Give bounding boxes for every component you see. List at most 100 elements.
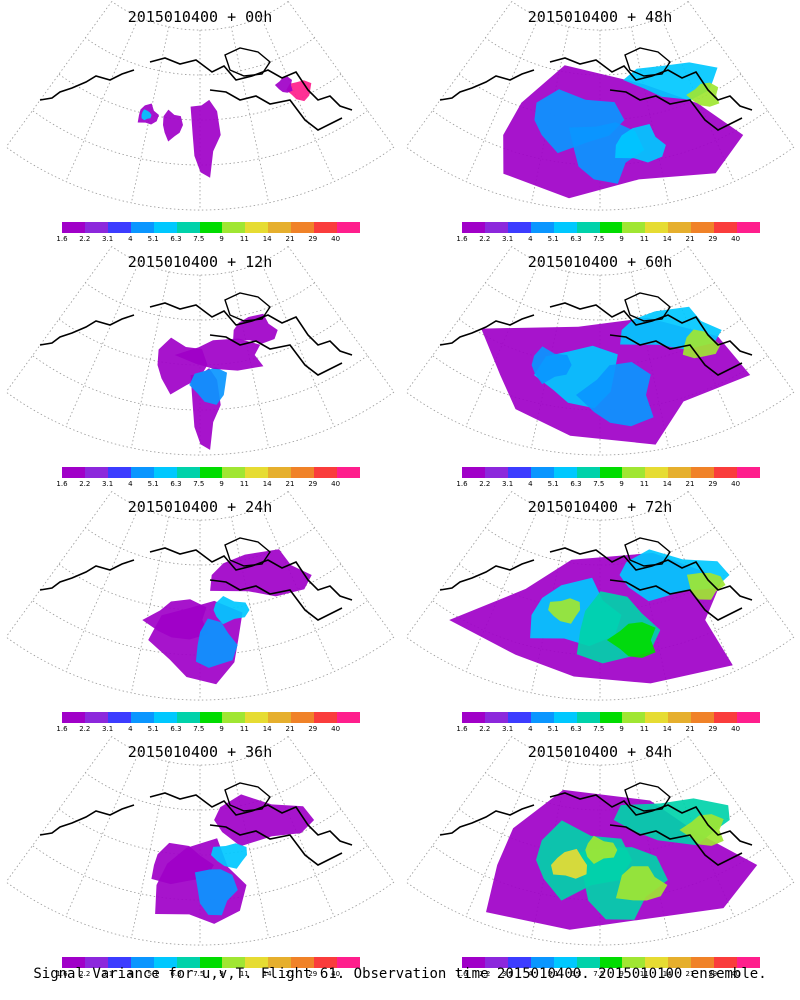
colorbar-label: 3.1 <box>102 480 114 488</box>
longitude-gridline <box>65 751 140 917</box>
longitude-gridline <box>5 246 113 393</box>
colorbar-label: 5.1 <box>147 970 159 978</box>
colorbar-label: 11 <box>639 725 649 733</box>
map-panel: 2015010400 + 84h 1.6 2.2 3.1 4 5.1 6.3 7.5 9 11 1… <box>400 735 800 980</box>
colorbar-segment <box>507 712 531 723</box>
colorbar-segment <box>737 957 760 968</box>
colorbar <box>62 467 360 478</box>
colorbar-segment <box>714 222 738 233</box>
longitude-gridline <box>405 736 513 883</box>
island-outline <box>624 537 671 567</box>
colorbar-segment <box>737 467 760 478</box>
longitude-gridline <box>5 1 113 148</box>
polar-map <box>5 736 395 946</box>
colorbar-segment <box>337 712 360 723</box>
colorbar-label: 29 <box>708 480 718 488</box>
colorbar-label: 14 <box>662 235 672 243</box>
colorbar-label: 5.1 <box>547 480 559 488</box>
colorbar-segment <box>245 957 269 968</box>
colorbar-segment <box>714 712 738 723</box>
colorbar-label: 3.1 <box>102 970 114 978</box>
colorbar-segment <box>222 467 246 478</box>
colorbar-label: 29 <box>308 235 318 243</box>
colorbar-label: 11 <box>239 235 249 243</box>
colorbar-label: 21 <box>685 970 695 978</box>
colorbar-segment <box>153 222 177 233</box>
panel-title: 2015010400 + 72h <box>527 498 673 516</box>
colorbar-segment <box>691 957 715 968</box>
colorbar <box>462 467 760 478</box>
colorbar-label: 4 <box>528 970 533 978</box>
panel-title: 2015010400 + 60h <box>527 253 673 271</box>
colorbar-segment <box>484 467 508 478</box>
colorbar-segment <box>199 712 223 723</box>
longitude-gridline <box>65 506 140 672</box>
colorbar-label: 4 <box>528 480 533 488</box>
colorbar-label: 14 <box>262 480 272 488</box>
polar-map <box>5 1 395 211</box>
variance-shading <box>686 82 720 107</box>
colorbar-label: 11 <box>639 970 649 978</box>
colorbar-label: 5.1 <box>547 725 559 733</box>
colorbar-segment <box>314 957 338 968</box>
colorbar-label: 3.1 <box>502 480 514 488</box>
colorbar-segment <box>462 467 485 478</box>
polar-map <box>405 1 795 211</box>
colorbar-labels: 1.6 2.2 3.1 4 5.1 6.3 7.5 9 11 14 21 29 40 <box>52 235 372 245</box>
colorbar-segment <box>622 222 646 233</box>
colorbar-segment <box>576 712 600 723</box>
colorbar-segment <box>176 222 200 233</box>
colorbar-labels: 1.6 2.2 3.1 4 5.1 6.3 7.5 9 11 14 21 29 40 <box>452 480 772 490</box>
latitude-gridline <box>511 736 689 766</box>
colorbar-segment <box>130 467 154 478</box>
colorbar-segment <box>153 957 177 968</box>
colorbar-segment <box>553 222 577 233</box>
colorbar-segment <box>337 222 360 233</box>
colorbar-label: 6.3 <box>570 480 582 488</box>
colorbar-label: 11 <box>239 725 249 733</box>
colorbar-segment <box>199 467 223 478</box>
colorbar-segment <box>222 957 246 968</box>
coastline <box>39 57 353 131</box>
colorbar-segment <box>507 957 531 968</box>
colorbar-segment <box>62 467 85 478</box>
variance-shading <box>585 835 618 864</box>
variance-shading <box>195 618 238 668</box>
colorbar <box>462 222 760 233</box>
colorbar-label: 29 <box>708 235 718 243</box>
colorbar-label: 9 <box>619 480 624 488</box>
colorbar-segment <box>737 712 760 723</box>
variance-shading <box>211 843 247 869</box>
colorbar-label: 7.5 <box>193 970 205 978</box>
island-outline <box>624 47 671 77</box>
variance-shading <box>189 367 227 405</box>
colorbar-segment <box>553 712 577 723</box>
colorbar-label: 2.2 <box>79 480 91 488</box>
colorbar-segment <box>599 222 623 233</box>
colorbar-label: 2.2 <box>79 725 91 733</box>
colorbar-label: 7.5 <box>193 725 205 733</box>
colorbar-segment <box>462 222 485 233</box>
polar-map <box>405 736 795 946</box>
latitude-gridline <box>511 246 689 276</box>
colorbar-segment <box>199 957 223 968</box>
map-panel: 2015010400 + 48h 1.6 2.2 3.1 4 5.1 6.3 7.5 9 11 1… <box>400 0 800 245</box>
colorbar-segment <box>314 712 338 723</box>
colorbar-label: 40 <box>331 725 341 733</box>
colorbar-segment <box>645 712 669 723</box>
colorbar-label: 11 <box>239 480 249 488</box>
map-panel: 2015010400 + 00h 1.6 2.2 3.1 4 5.1 6.3 7.5 9 11 1… <box>0 0 400 245</box>
island-outline <box>224 782 271 812</box>
colorbar-label: 1.6 <box>56 480 68 488</box>
colorbar-segment <box>576 957 600 968</box>
longitude-gridline <box>65 16 140 182</box>
colorbar-label: 7.5 <box>193 235 205 243</box>
colorbar-label: 21 <box>285 970 295 978</box>
colorbar-segment <box>268 957 292 968</box>
colorbar-segment <box>668 467 692 478</box>
colorbar-segment <box>576 222 600 233</box>
colorbar <box>462 957 760 968</box>
colorbar-segment <box>645 222 669 233</box>
colorbar-segment <box>176 467 200 478</box>
colorbar-segment <box>645 467 669 478</box>
